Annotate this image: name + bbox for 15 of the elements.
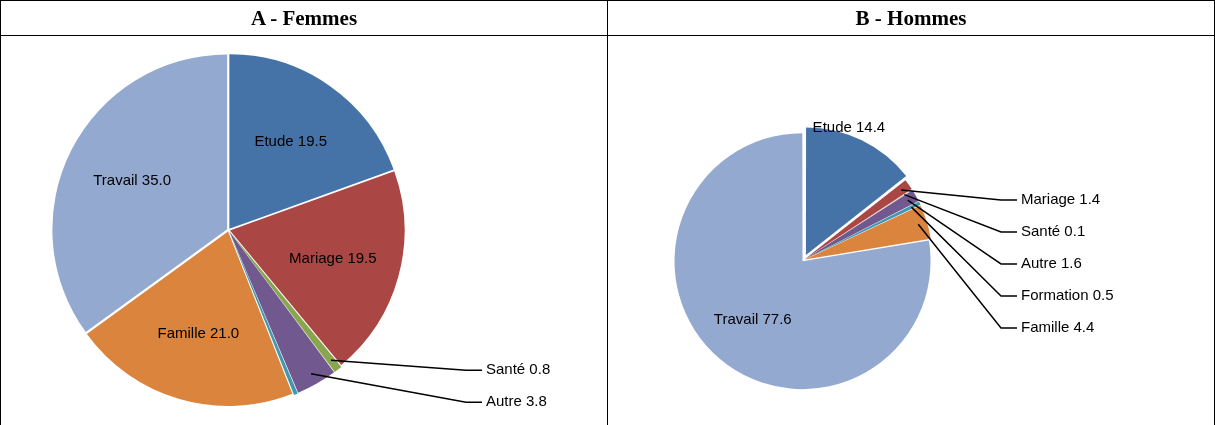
slice-label: Famille 4.4: [1021, 318, 1095, 336]
slice-label: Formation 0.5: [1021, 286, 1114, 304]
slice-label: Famille 21.0: [157, 324, 240, 342]
slice-label: Autre 1.6: [1021, 254, 1082, 272]
slice-label: Mariage 19.5: [289, 248, 377, 266]
slice-label: Etude 19.5: [254, 131, 327, 149]
slice-label: Santé 0.1: [1021, 222, 1086, 240]
slice-label: Etude 14.4: [812, 118, 886, 136]
slice-label: Travail 77.6: [713, 309, 792, 327]
chart-title: B - Hommes: [608, 1, 1214, 36]
slice-label: Mariage 1.4: [1021, 190, 1101, 208]
chart-title: A - Femmes: [1, 1, 607, 36]
slice-label: Santé 0.8: [486, 360, 551, 378]
slice-label: Autre 3.8: [486, 392, 547, 410]
slice-label: Travail 35.0: [93, 171, 172, 189]
